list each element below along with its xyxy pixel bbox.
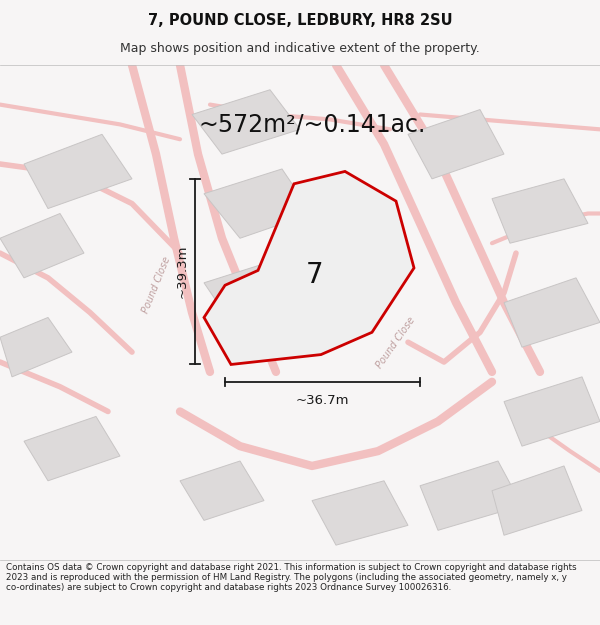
Text: Contains OS data © Crown copyright and database right 2021. This information is : Contains OS data © Crown copyright and d… [6, 562, 577, 592]
Polygon shape [204, 258, 312, 328]
Polygon shape [504, 377, 600, 446]
Text: Pound Close: Pound Close [374, 315, 418, 370]
Polygon shape [204, 171, 414, 364]
Polygon shape [192, 90, 300, 154]
Polygon shape [24, 134, 132, 209]
Polygon shape [504, 278, 600, 347]
Polygon shape [24, 416, 120, 481]
Polygon shape [180, 461, 264, 521]
Polygon shape [492, 179, 588, 243]
Polygon shape [408, 109, 504, 179]
Polygon shape [420, 461, 522, 530]
Text: Map shows position and indicative extent of the property.: Map shows position and indicative extent… [120, 42, 480, 55]
Text: ~36.7m: ~36.7m [296, 394, 349, 407]
Polygon shape [204, 169, 312, 238]
Text: ~39.3m: ~39.3m [175, 245, 188, 298]
Polygon shape [492, 466, 582, 535]
Text: 7, POUND CLOSE, LEDBURY, HR8 2SU: 7, POUND CLOSE, LEDBURY, HR8 2SU [148, 13, 452, 28]
Polygon shape [0, 214, 84, 278]
Text: 7: 7 [306, 261, 324, 289]
Text: ~572m²/~0.141ac.: ~572m²/~0.141ac. [199, 112, 425, 136]
Polygon shape [312, 481, 408, 545]
Polygon shape [0, 318, 72, 377]
Text: Pound Close: Pound Close [140, 256, 172, 315]
